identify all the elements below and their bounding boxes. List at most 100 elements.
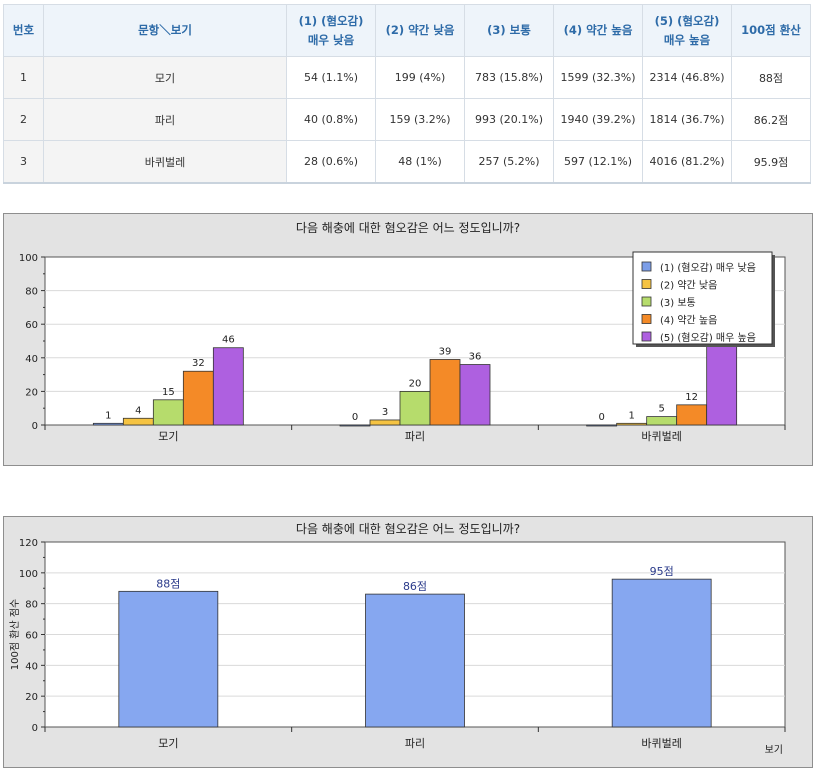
cell-score: 86.2점 bbox=[731, 98, 811, 141]
cell-no: 3 bbox=[3, 140, 44, 184]
cell-no: 2 bbox=[3, 98, 44, 141]
header-text: 매우 낮음 bbox=[307, 32, 355, 47]
legend-swatch bbox=[641, 314, 652, 324]
legend-label: (3) 보통 bbox=[660, 297, 696, 309]
x-tick-label: 바퀴벌레 bbox=[641, 737, 681, 750]
header-text: 번호 bbox=[12, 23, 35, 37]
x-tick-label: 모기 bbox=[158, 430, 178, 443]
cell-item: 바퀴벌레 bbox=[43, 140, 287, 184]
legend: (1) (혐오감) 매우 낮음 (2) 약간 낮음 (3) 보통 (4) 약간 높음 (… bbox=[632, 251, 773, 345]
cell-c3: 993 (20.1%) bbox=[464, 98, 554, 141]
cell-c3: 783 (15.8%) bbox=[464, 56, 554, 99]
bar-바퀴벌레-4 bbox=[676, 404, 708, 426]
data-label: 5 bbox=[658, 404, 664, 415]
data-label: 86점 bbox=[403, 580, 427, 593]
score-bar-chart: 다음 해충에 대한 혐오감은 어느 정도입니까? 0 20 40 60 80 100 120 1… bbox=[9, 522, 786, 756]
header-c3: (3) 보통 bbox=[464, 4, 554, 57]
cell-no: 1 bbox=[3, 56, 44, 99]
cell-c3: 257 (5.2%) bbox=[464, 140, 554, 184]
y-tick-label: 0 bbox=[32, 421, 38, 432]
data-label: 1 bbox=[628, 410, 634, 421]
header-text: 문항＼보기 bbox=[138, 23, 192, 37]
legend-swatch bbox=[641, 279, 652, 289]
header-text: (1) (혐오감) bbox=[298, 13, 364, 28]
header-text: (3) 보통 bbox=[487, 23, 531, 37]
data-label: 1 bbox=[105, 410, 111, 421]
header-c2: (2) 약간 낮음 bbox=[375, 4, 465, 57]
y-tick-label: 40 bbox=[25, 661, 38, 672]
data-label: 0 bbox=[352, 412, 358, 423]
cell-c1: 54 (1.1%) bbox=[286, 56, 376, 99]
legend-label: (2) 약간 낮음 bbox=[660, 280, 717, 292]
chart-title: 다음 해충에 대한 혐오감은 어느 정도입니까? bbox=[296, 221, 520, 235]
y-tick-label: 80 bbox=[25, 287, 38, 298]
data-label: 0 bbox=[598, 412, 604, 423]
header-score: 100점 환산 bbox=[731, 4, 811, 57]
data-label: 15 bbox=[162, 387, 175, 398]
score-bar-파리 bbox=[365, 593, 465, 728]
bar-바퀴벌레-2 bbox=[616, 422, 648, 426]
survey-results-table: 번호 문항＼보기 (1) (혐오감) 매우 낮음 (2) 약간 낮음 (3) 보통 (4) … bbox=[3, 4, 811, 184]
bar-모기-3 bbox=[152, 399, 184, 426]
y-tick-label: 100 bbox=[19, 253, 38, 264]
y-tick-label: 60 bbox=[25, 631, 38, 642]
y-tick-label: 120 bbox=[19, 538, 38, 549]
header-c1: (1) (혐오감) 매우 낮음 bbox=[286, 4, 376, 57]
score-bar-바퀴벌레 bbox=[611, 578, 712, 728]
cell-item: 파리 bbox=[43, 98, 287, 141]
y-tick-label: 0 bbox=[32, 723, 38, 734]
bar-파리-1 bbox=[339, 424, 371, 427]
data-label: 36 bbox=[469, 352, 482, 363]
bar-모기-1 bbox=[92, 422, 124, 426]
x-axis-label: 보기 bbox=[765, 744, 783, 756]
bar-파리-3 bbox=[399, 390, 431, 426]
bar-모기-2 bbox=[122, 417, 154, 426]
bar-파리-4 bbox=[429, 359, 461, 426]
score-bar-모기 bbox=[118, 590, 219, 728]
y-tick-label: 80 bbox=[25, 600, 38, 611]
chart-title: 다음 해충에 대한 혐오감은 어느 정도입니까? bbox=[296, 522, 520, 536]
table-row: 3 바퀴벌레 28 (0.6%) 48 (1%) 257 (5.2%) 597 (12.1… bbox=[3, 140, 811, 184]
data-label: 32 bbox=[192, 358, 205, 369]
bar-파리-5 bbox=[459, 364, 491, 426]
bar-모기-4 bbox=[182, 370, 214, 426]
header-c5: (5) (혐오감) 매우 높음 bbox=[642, 4, 732, 57]
bar-바퀴벌레-3 bbox=[646, 416, 678, 426]
y-tick-label: 60 bbox=[25, 320, 38, 331]
table-header-row: 번호 문항＼보기 (1) (혐오감) 매우 낮음 (2) 약간 낮음 (3) 보통 (4) … bbox=[3, 4, 811, 57]
data-label: 95점 bbox=[650, 565, 674, 578]
y-tick-label: 20 bbox=[25, 387, 38, 398]
cell-c4: 1940 (39.2%) bbox=[553, 98, 643, 141]
legend-swatch bbox=[641, 261, 652, 272]
cell-c1: 28 (0.6%) bbox=[286, 140, 376, 184]
x-tick-label: 모기 bbox=[158, 737, 178, 750]
cell-c4: 1599 (32.3%) bbox=[553, 56, 643, 99]
data-label: 88점 bbox=[156, 577, 180, 590]
header-text: 100점 환산 bbox=[741, 23, 801, 37]
legend-box bbox=[632, 251, 773, 345]
cell-c5: 1814 (36.7%) bbox=[642, 98, 732, 141]
y-tick-label: 40 bbox=[25, 354, 38, 365]
y-tick-label: 20 bbox=[25, 692, 38, 703]
data-label: 3 bbox=[382, 407, 388, 418]
legend-swatch bbox=[641, 296, 652, 307]
legend-label: (5) (혐오감) 매우 높음 bbox=[660, 332, 756, 344]
data-label: 12 bbox=[685, 392, 698, 403]
score-bar-chart-panel: 다음 해충에 대한 혐오감은 어느 정도입니까? 0 20 40 60 80 100 120 1… bbox=[3, 516, 813, 768]
bar-모기-5 bbox=[212, 347, 244, 426]
table-row: 2 파리 40 (0.8%) 159 (3.2%) 993 (20.1%) 1940 (3… bbox=[3, 98, 811, 141]
cell-c5: 2314 (46.8%) bbox=[642, 56, 732, 99]
header-item: 문항＼보기 bbox=[43, 4, 287, 57]
y-axis-label: 100점 환산 점수 bbox=[9, 599, 21, 670]
header-text: (5) (혐오감) bbox=[654, 13, 720, 28]
cell-c5: 4016 (81.2%) bbox=[642, 140, 732, 184]
cell-score: 95.9점 bbox=[731, 140, 811, 184]
data-label: 39 bbox=[439, 346, 452, 357]
cell-c2: 159 (3.2%) bbox=[375, 98, 465, 141]
header-text: (2) 약간 낮음 bbox=[385, 23, 455, 37]
cell-score: 88점 bbox=[731, 56, 811, 99]
cell-c1: 40 (0.8%) bbox=[286, 98, 376, 141]
header-c4: (4) 약간 높음 bbox=[553, 4, 643, 57]
x-tick-label: 파리 bbox=[405, 430, 425, 443]
